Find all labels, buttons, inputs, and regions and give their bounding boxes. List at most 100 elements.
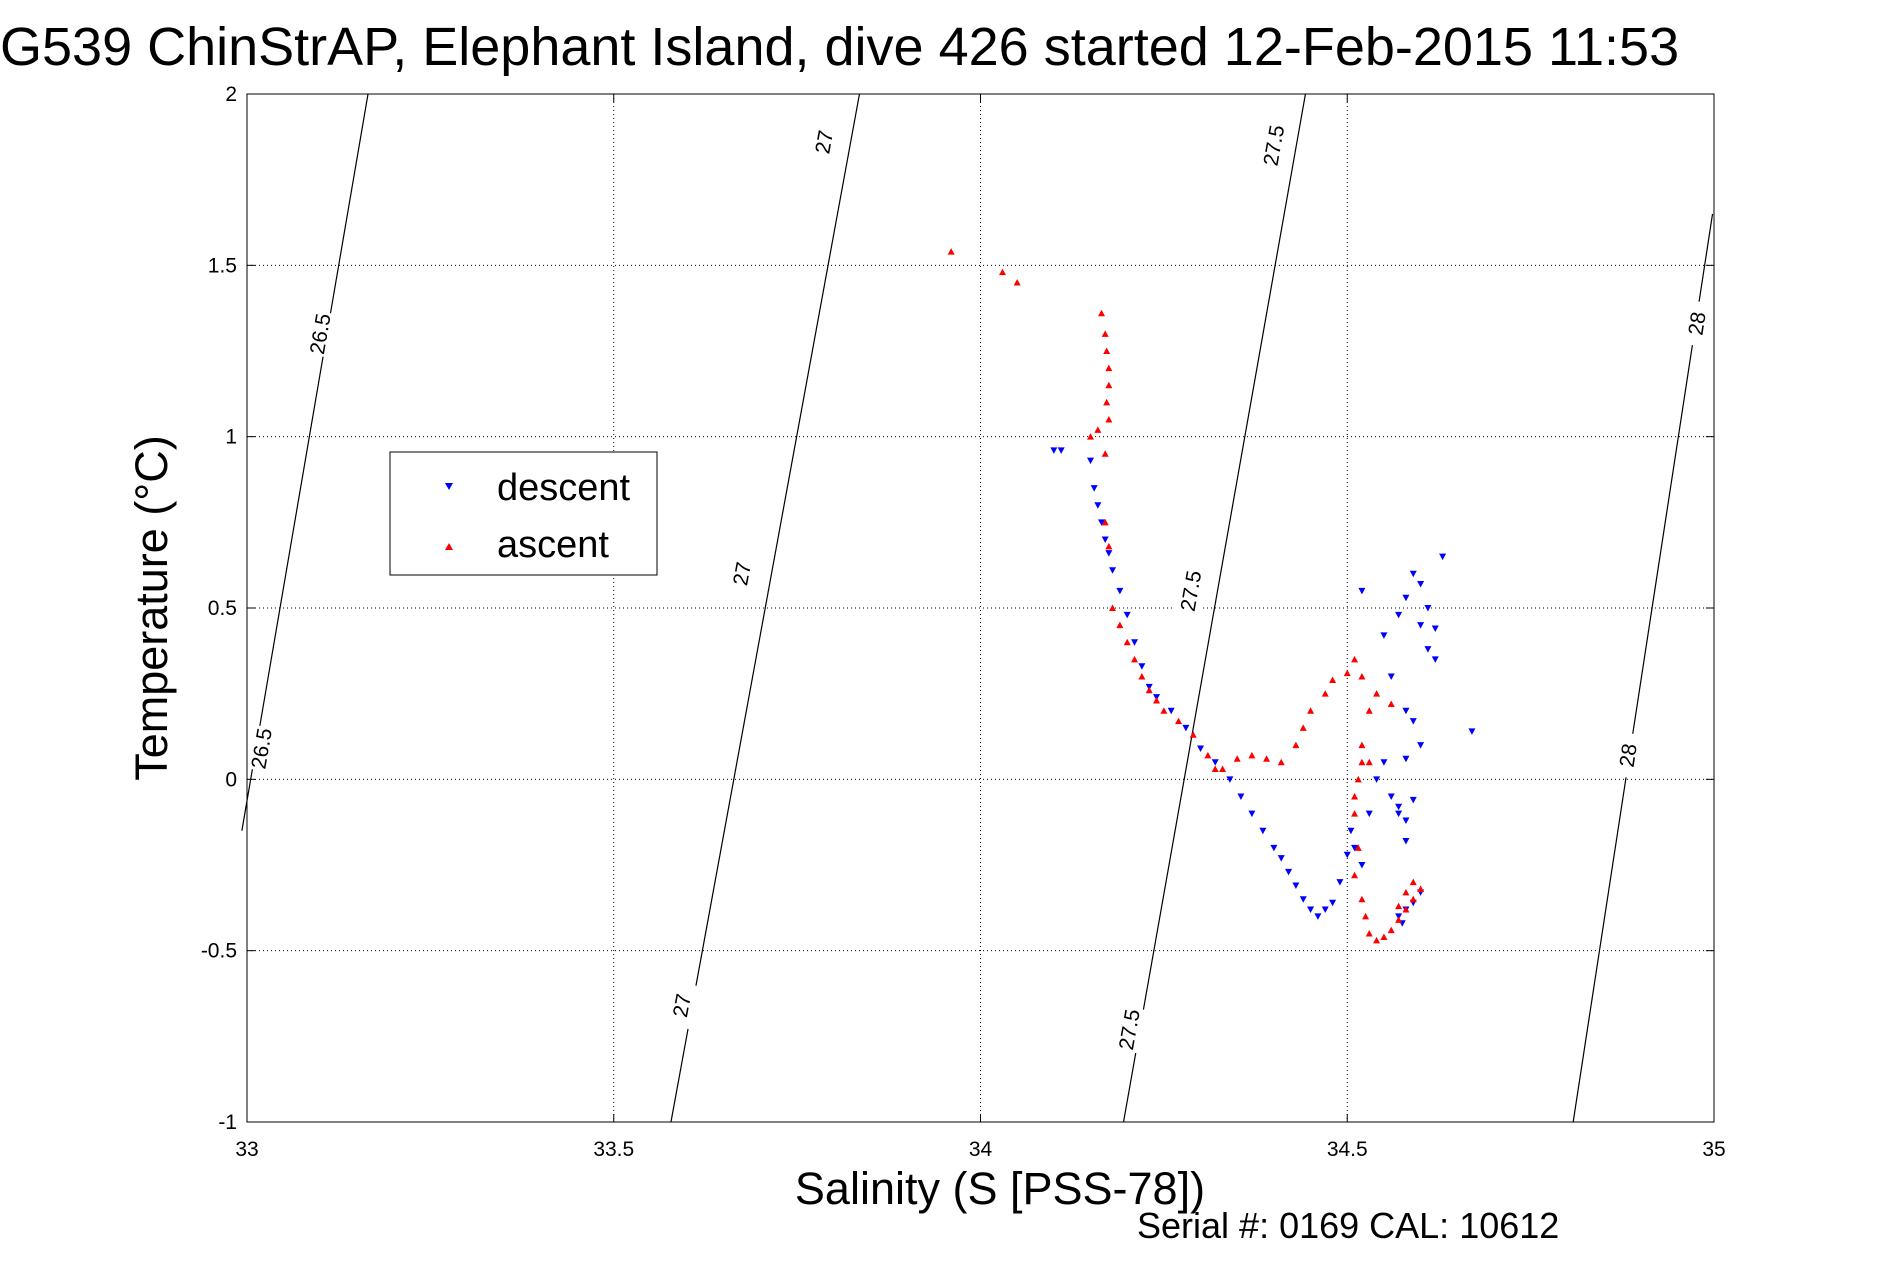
x-tick-label: 33.5 — [593, 1138, 634, 1161]
ascent-point — [1343, 669, 1351, 677]
ascent-point — [1358, 758, 1366, 766]
descent-point — [1351, 844, 1359, 852]
descent-point — [1431, 625, 1439, 633]
descent-point — [1343, 851, 1351, 859]
descent-point — [1285, 868, 1293, 876]
ascent-point — [1351, 810, 1359, 817]
ascent-point — [1387, 700, 1395, 707]
descent-point — [1329, 899, 1337, 907]
descent-point — [1365, 810, 1373, 818]
ascent-point — [1354, 844, 1362, 851]
isopycnal-label-bg — [664, 981, 700, 1030]
descent-point — [1314, 913, 1322, 920]
descent-point — [1131, 639, 1139, 646]
ascent-point — [1292, 741, 1300, 749]
serial-calibration-footer: Serial #: 0169 CAL: 10612 — [1137, 1205, 1559, 1246]
y-axis-label: Temperature (°C) — [126, 435, 177, 781]
descent-point — [1417, 581, 1425, 588]
ascent-point — [1101, 450, 1109, 457]
descent-point — [1358, 862, 1366, 869]
ascent-point — [1105, 542, 1113, 550]
isopycnal-label-bg — [1173, 566, 1209, 615]
descent-point — [1417, 742, 1425, 749]
descent-point — [1109, 567, 1117, 574]
isopycnal-label: 27 — [669, 992, 696, 1019]
descent-point — [1101, 536, 1109, 543]
ascent-point — [1409, 895, 1417, 903]
descent-point — [1402, 838, 1410, 845]
descent-point — [1277, 855, 1285, 862]
descent-point — [1090, 485, 1098, 492]
isopycnal-label: 27 — [729, 560, 756, 587]
ascent-point — [1373, 690, 1381, 697]
descent-point — [1299, 896, 1307, 903]
isopycnal-label-bg — [1256, 121, 1292, 170]
ascent-point — [1138, 673, 1146, 680]
isopycnal-line-26.5 — [241, 93, 369, 831]
descent-point — [1380, 759, 1388, 766]
y-tick-label: 1 — [225, 426, 237, 449]
descent-point — [1380, 632, 1388, 639]
ascent-point — [1365, 707, 1373, 714]
ascent-point — [1351, 871, 1359, 879]
descent-point — [1237, 793, 1245, 800]
x-tick-labels: 33 33.5 34 34.5 35 — [235, 1138, 1725, 1161]
ascent-point — [1094, 426, 1102, 433]
ascent-point — [1358, 673, 1366, 680]
descent-point — [1409, 796, 1417, 804]
isopycnal-line-27.5 — [1122, 93, 1307, 1123]
isopycnal-label-bg — [806, 117, 843, 167]
x-axis-label: Salinity (S [PSS-78]) — [795, 1163, 1205, 1214]
ascent-point — [1211, 765, 1219, 773]
descent-point — [1307, 906, 1315, 914]
ascent-point — [1362, 912, 1370, 920]
ascent-point — [1204, 751, 1212, 759]
descent-point — [1347, 827, 1355, 835]
descent-point — [1197, 745, 1205, 752]
ascent-point — [1123, 638, 1131, 646]
ascent-point — [1365, 930, 1373, 937]
ascent-point — [1307, 707, 1315, 714]
descent-point — [1424, 646, 1432, 653]
descent-point — [1387, 673, 1395, 681]
descent-point — [1116, 587, 1124, 595]
ascent-point — [1219, 765, 1227, 773]
ascent-point — [1402, 888, 1410, 896]
descent-point — [1321, 906, 1329, 914]
isopycnal-label-bg — [244, 724, 280, 773]
descent-point — [1373, 776, 1381, 783]
descent-point — [1105, 550, 1113, 557]
isopycnal-label-bg — [724, 549, 760, 598]
descent-point — [1050, 447, 1058, 454]
legend: descent ascent — [389, 451, 658, 576]
ascent-point — [1395, 902, 1403, 910]
ascent-point — [1395, 916, 1403, 923]
descent-point — [1182, 724, 1190, 732]
descent-point — [1098, 519, 1106, 526]
ascent-point — [1373, 936, 1381, 944]
ascent-point — [1160, 707, 1168, 714]
descent-point — [1138, 663, 1146, 670]
isopycnal-label: 27 — [811, 129, 838, 156]
ascent-point — [1101, 330, 1109, 337]
ascent-point — [1105, 364, 1113, 372]
isopycnal-label-bg — [1611, 731, 1646, 780]
ascent-point — [1153, 697, 1161, 704]
descent-point — [1057, 447, 1065, 454]
legend-box — [389, 451, 658, 576]
descent-point — [1336, 879, 1344, 886]
descent-point — [1123, 611, 1131, 619]
ascent-point — [1321, 690, 1329, 697]
ascent-point — [1299, 724, 1307, 731]
x-tick-label: 34.5 — [1327, 1138, 1368, 1161]
ascent-point — [1087, 433, 1095, 440]
ascent-point — [1354, 775, 1362, 783]
descent-point — [1270, 844, 1278, 852]
ascent-point — [1105, 416, 1113, 423]
ascent-point — [1233, 755, 1241, 762]
legend-ascent-label: ascent — [497, 524, 609, 566]
isopycnal-label-bg — [1679, 299, 1715, 348]
x-tick-label: 33 — [235, 1138, 258, 1161]
